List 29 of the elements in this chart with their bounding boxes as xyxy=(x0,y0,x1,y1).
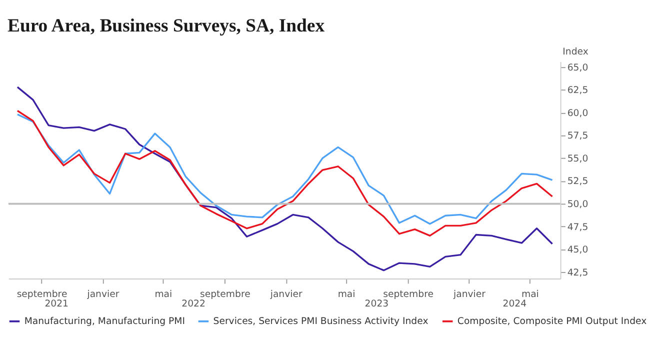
x2-tick-label: 2021 xyxy=(44,298,69,310)
x2-tick-label: 2022 xyxy=(182,298,206,310)
y-tick-label: 60,0 xyxy=(567,108,588,119)
y-tick-label: 62,5 xyxy=(567,85,588,96)
y-tick-label: 57,5 xyxy=(567,130,588,142)
x-tick-label: mai xyxy=(154,288,172,300)
y-tick-label: 65,0 xyxy=(567,62,588,74)
legend-label: Manufacturing, Manufacturing PMI xyxy=(24,316,186,328)
x-tick-label: janvier xyxy=(269,288,302,300)
x-tick-label: mai xyxy=(338,288,356,300)
y-tick-label: 42,5 xyxy=(567,267,588,278)
x-tick-label: septembre xyxy=(16,288,68,300)
y-tick-label: 45,0 xyxy=(567,244,588,256)
x2-tick-label: 2024 xyxy=(502,298,527,310)
chart-title: Euro Area, Business Surveys, SA, Index xyxy=(7,16,326,37)
x-tick-label: septembre xyxy=(383,288,434,300)
y-tick-label: 50,0 xyxy=(567,199,588,210)
y-tick-label: 47,5 xyxy=(567,222,588,233)
x-tick-label: mai xyxy=(521,288,539,300)
y-tick-label: 52,5 xyxy=(567,176,588,188)
y-tick-label: 55,0 xyxy=(567,153,588,164)
x-tick-label: janvier xyxy=(452,288,486,300)
x-tick-label: septembre xyxy=(200,288,251,300)
legend-label: Services, Services PMI Business Activity Index xyxy=(213,316,429,328)
x-tick-label: janvier xyxy=(86,288,120,300)
legend-label: Composite, Composite PMI Output Index xyxy=(457,316,648,328)
x2-tick-label: 2023 xyxy=(364,298,389,310)
y-axis-title: Index xyxy=(562,46,589,58)
line-series xyxy=(16,86,554,272)
